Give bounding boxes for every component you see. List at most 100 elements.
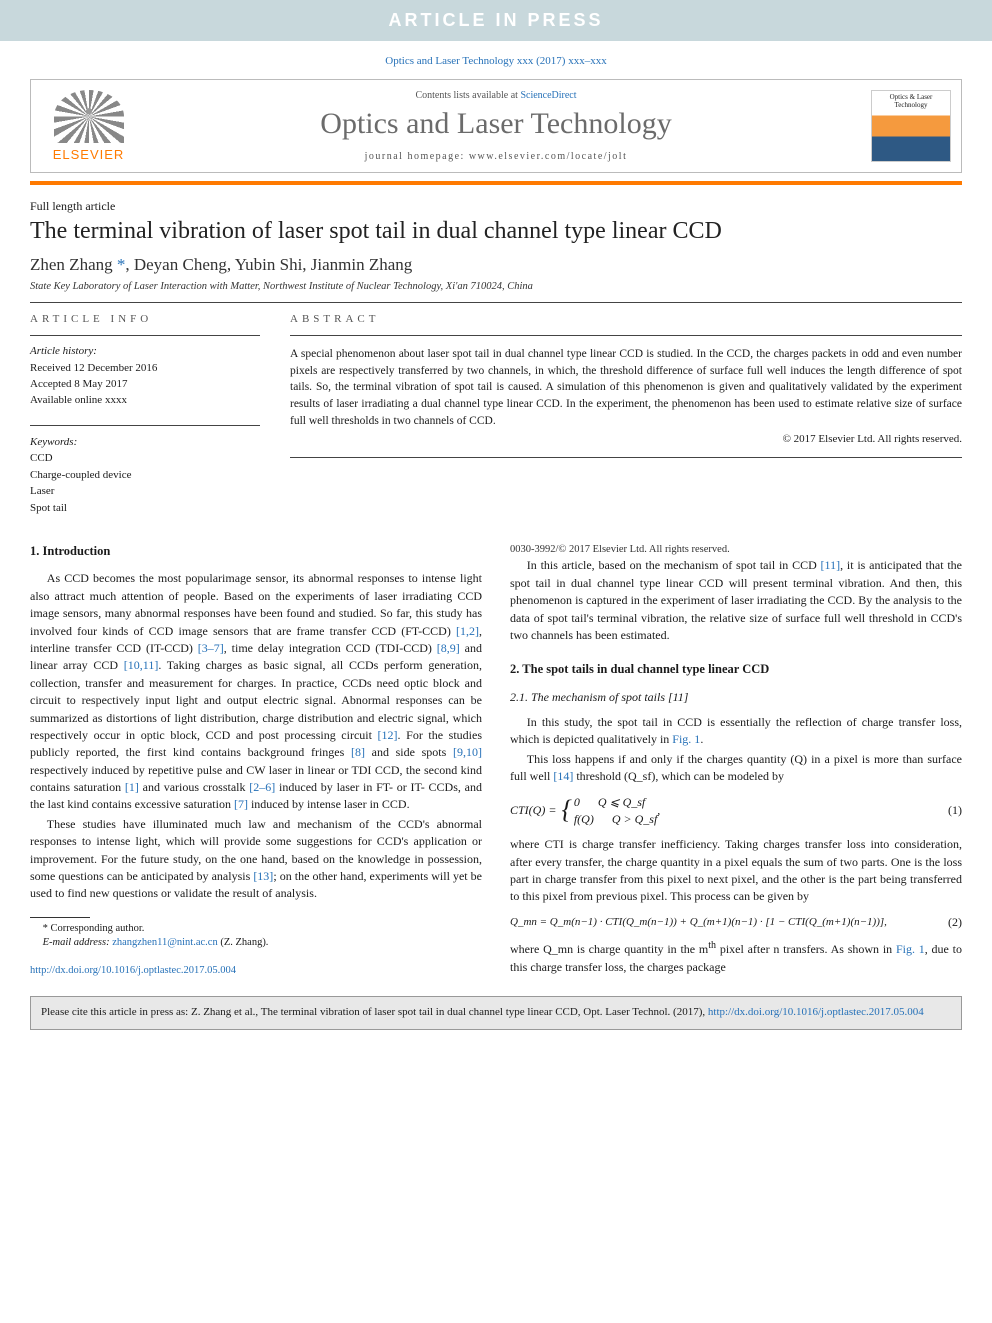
cite-text: Please cite this article in press as: Z.… xyxy=(41,1006,708,1018)
eq-case: f(Q) xyxy=(574,811,594,828)
equation-number: (2) xyxy=(932,914,962,931)
history-label: Article history: xyxy=(30,344,260,360)
eq-case: 0 xyxy=(574,794,580,811)
cover-title: Optics & Laser Technology xyxy=(890,93,933,109)
citation-link[interactable]: [2–6] xyxy=(249,780,275,794)
text: In this article, based on the mechanism … xyxy=(527,558,821,572)
article-info-label: ARTICLE INFO xyxy=(30,313,260,325)
author[interactable]: Jianmin Zhang xyxy=(311,255,413,274)
eq-lhs: CTI(Q) = xyxy=(510,803,559,817)
figure-link[interactable]: Fig. 1 xyxy=(896,942,925,956)
citation-link[interactable]: [3–7] xyxy=(198,641,224,655)
rule xyxy=(30,302,962,303)
citation-link[interactable]: [12] xyxy=(378,728,398,742)
section-heading: 1. Introduction xyxy=(30,542,482,560)
text: and various crosstalk xyxy=(139,780,249,794)
main-two-column-body: 1. Introduction As CCD becomes the most … xyxy=(30,542,962,978)
citation-link[interactable]: [1,2] xyxy=(456,624,479,638)
keywords-label: Keywords: xyxy=(30,434,260,451)
author[interactable]: Yubin Shi xyxy=(235,255,303,274)
citation-link[interactable]: [9,10] xyxy=(453,745,482,759)
issn-copyright: 0030-3992/© 2017 Elsevier Ltd. All right… xyxy=(510,542,962,557)
eq-tail: , xyxy=(657,803,660,817)
text: , time delay integration CCD (TDI-CCD) xyxy=(224,641,437,655)
citation-link[interactable]: [8] xyxy=(351,745,365,759)
text: . xyxy=(700,732,703,746)
body-paragraph: As CCD becomes the most popularimage sen… xyxy=(30,570,482,813)
text: pixel after n transfers. As shown in xyxy=(716,942,896,956)
rule xyxy=(290,457,962,458)
citation-link[interactable]: [1] xyxy=(125,780,139,794)
superscript: th xyxy=(708,940,716,951)
received-date: Received 12 December 2016 xyxy=(30,361,260,377)
journal-header-box: ELSEVIER Contents lists available at Sci… xyxy=(30,79,962,173)
article-info-column: ARTICLE INFO Article history: Received 1… xyxy=(30,313,260,516)
figure-link[interactable]: Fig. 1 xyxy=(672,732,700,746)
article-type: Full length article xyxy=(30,199,962,214)
eq-cond: Q > Q_sf xyxy=(612,811,657,828)
abstract-label: ABSTRACT xyxy=(290,313,962,325)
eq-body: Q_mn = Q_m(n−1) · CTI(Q_m(n−1)) + Q_(m+1… xyxy=(510,915,887,931)
email-label: E-mail address: xyxy=(43,937,113,948)
text: In this study, the spot tail in CCD is e… xyxy=(510,715,962,746)
contents-lists-line: Contents lists available at ScienceDirec… xyxy=(151,90,841,101)
author[interactable]: Zhen Zhang xyxy=(30,255,113,274)
citation-link[interactable]: [8,9] xyxy=(437,641,460,655)
footnotes: * Corresponding author. E-mail address: … xyxy=(30,922,482,951)
body-paragraph: This loss happens if and only if the cha… xyxy=(510,751,962,786)
journal-cover-thumbnail: Optics & Laser Technology xyxy=(871,90,951,162)
section-heading: 2. The spot tails in dual channel type l… xyxy=(510,660,962,678)
doi-url[interactable]: http://dx.doi.org/10.1016/j.optlastec.20… xyxy=(30,963,482,978)
rule xyxy=(30,335,260,336)
abstract-text: A special phenomenon about laser spot ta… xyxy=(290,346,962,429)
keyword: CCD xyxy=(30,450,260,467)
text: induced by intense laser in CCD. xyxy=(248,797,410,811)
elsevier-tree-icon xyxy=(54,90,124,143)
cite-doi-link[interactable]: http://dx.doi.org/10.1016/j.optlastec.20… xyxy=(708,1006,924,1018)
abstract-copyright: © 2017 Elsevier Ltd. All rights reserved… xyxy=(290,433,962,445)
corresponding-marker: * xyxy=(113,255,126,274)
subsection-heading: 2.1. The mechanism of spot tails [11] xyxy=(510,689,962,706)
publisher-name: ELSEVIER xyxy=(53,147,125,162)
citation-link[interactable]: [10,11] xyxy=(124,658,159,672)
please-cite-box: Please cite this article in press as: Z.… xyxy=(30,996,962,1029)
body-paragraph: These studies have illuminated much law … xyxy=(30,816,482,903)
body-paragraph: where CTI is charge transfer inefficienc… xyxy=(510,836,962,906)
article-title: The terminal vibration of laser spot tai… xyxy=(30,218,962,245)
citation-link[interactable]: [11] xyxy=(821,558,841,572)
journal-name: Optics and Laser Technology xyxy=(151,107,841,141)
body-paragraph: In this study, the spot tail in CCD is e… xyxy=(510,714,962,749)
abstract-column: ABSTRACT A special phenomenon about lase… xyxy=(290,313,962,516)
body-paragraph: In this article, based on the mechanism … xyxy=(510,557,962,644)
corresponding-author-note: * Corresponding author. xyxy=(30,922,482,937)
text: where Q_mn is charge quantity in the m xyxy=(510,942,708,956)
citation-link[interactable]: [7] xyxy=(234,797,248,811)
article-in-press-banner: ARTICLE IN PRESS xyxy=(0,0,992,41)
keyword: Charge-coupled device xyxy=(30,467,260,484)
footnote-separator xyxy=(30,917,90,918)
elsevier-logo: ELSEVIER xyxy=(41,90,136,162)
email-attribution: (Z. Zhang). xyxy=(218,937,269,948)
author-list: Zhen Zhang *, Deyan Cheng, Yubin Shi, Ji… xyxy=(30,255,962,275)
contents-prefix: Contents lists available at xyxy=(415,90,520,101)
keyword: Spot tail xyxy=(30,500,260,517)
homepage-prefix: journal homepage: xyxy=(365,151,469,162)
author-email[interactable]: zhangzhen11@nint.ac.cn xyxy=(112,937,218,948)
email-line: E-mail address: zhangzhen11@nint.ac.cn (… xyxy=(30,936,482,951)
available-online: Available online xxxx xyxy=(30,393,260,409)
text: As CCD becomes the most popularimage sen… xyxy=(30,571,482,637)
sciencedirect-link[interactable]: ScienceDirect xyxy=(520,90,576,101)
rule xyxy=(290,335,962,336)
author[interactable]: Deyan Cheng xyxy=(134,255,227,274)
equation-2: Q_mn = Q_m(n−1) · CTI(Q_m(n−1)) + Q_(m+1… xyxy=(510,914,962,931)
citation-link[interactable]: [14] xyxy=(553,769,573,783)
accepted-date: Accepted 8 May 2017 xyxy=(30,377,260,393)
homepage-url[interactable]: www.elsevier.com/locate/jolt xyxy=(469,151,628,162)
top-citation: Optics and Laser Technology xxx (2017) x… xyxy=(0,41,992,75)
keywords-block: Keywords: CCD Charge-coupled device Lase… xyxy=(30,434,260,517)
citation-link[interactable]: [13] xyxy=(253,869,273,883)
equation-number: (1) xyxy=(932,802,962,819)
text: threshold (Q_sf), which can be modeled b… xyxy=(573,769,784,783)
keyword: Laser xyxy=(30,483,260,500)
article-history: Article history: Received 12 December 20… xyxy=(30,344,260,409)
